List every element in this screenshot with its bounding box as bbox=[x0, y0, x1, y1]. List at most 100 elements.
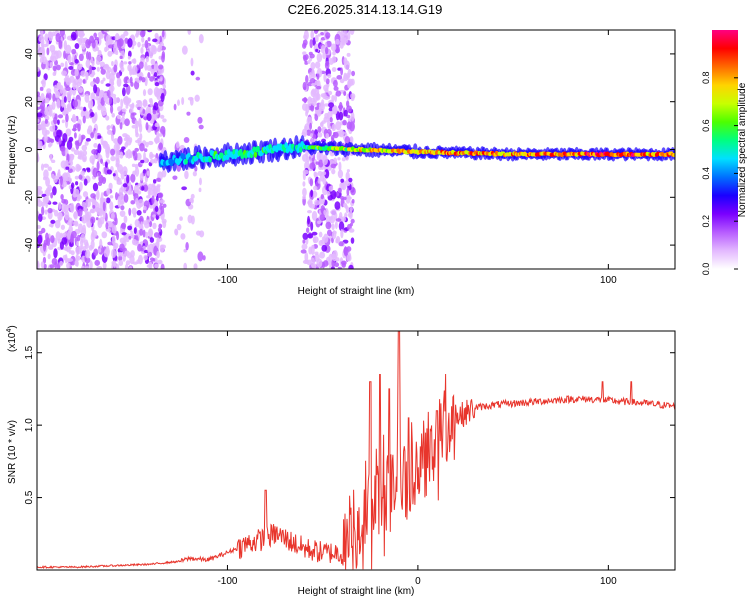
noise-speckle bbox=[64, 210, 70, 221]
noise-speckle bbox=[125, 139, 132, 146]
track-core bbox=[253, 151, 258, 158]
noise-speckle bbox=[317, 177, 321, 184]
noise-speckle bbox=[41, 43, 45, 54]
noise-speckle bbox=[307, 60, 311, 64]
noise-speckle bbox=[60, 97, 65, 108]
noise-speckle bbox=[110, 212, 115, 220]
noise-speckle bbox=[129, 76, 133, 84]
noise-speckle bbox=[131, 238, 137, 246]
noise-speckle bbox=[144, 61, 148, 71]
noise-speckle bbox=[131, 124, 137, 129]
noise-speckle bbox=[61, 119, 65, 124]
noise-speckle bbox=[65, 113, 69, 123]
noise-speckle bbox=[140, 159, 145, 164]
noise-speckle bbox=[343, 91, 347, 96]
noise-speckle bbox=[107, 124, 111, 130]
noise-speckle bbox=[308, 51, 313, 56]
noise-speckle bbox=[106, 188, 111, 196]
noise-speckle bbox=[324, 168, 330, 179]
noise-speckle bbox=[96, 161, 100, 171]
noise-speckle bbox=[125, 238, 130, 243]
noise-speckle bbox=[135, 132, 139, 138]
noise-speckle bbox=[307, 210, 312, 214]
noise-speckle bbox=[123, 193, 129, 203]
noise-speckle bbox=[198, 34, 204, 44]
noise-speckle bbox=[150, 64, 155, 69]
noise-speckle bbox=[338, 221, 345, 232]
noise-speckle bbox=[97, 170, 101, 177]
noise-speckle bbox=[114, 192, 119, 201]
snr-y-ticks: 0.5 1.0 1.5 bbox=[24, 345, 675, 505]
noise-speckle bbox=[84, 141, 89, 146]
noise-speckle bbox=[349, 30, 355, 35]
noise-speckle bbox=[116, 77, 122, 88]
noise-speckle bbox=[66, 104, 70, 111]
noise-speckle bbox=[343, 202, 348, 208]
noise-speckle bbox=[73, 221, 77, 226]
noise-speckle bbox=[125, 84, 131, 95]
noise-speckle bbox=[91, 60, 95, 67]
noise-speckle bbox=[117, 197, 121, 208]
noise-speckle bbox=[127, 50, 132, 58]
noise-speckle bbox=[66, 230, 72, 240]
snr-y-axis-label: SNR (10 * v/v) bbox=[7, 420, 18, 484]
noise-speckle bbox=[157, 185, 161, 193]
track-core bbox=[284, 142, 288, 149]
noise-speckle bbox=[334, 262, 340, 268]
noise-speckle bbox=[307, 198, 313, 208]
noise-speckle bbox=[68, 249, 72, 254]
noise-speckle bbox=[325, 35, 330, 39]
noise-speckle bbox=[122, 166, 128, 176]
noise-speckle bbox=[107, 50, 113, 57]
noise-speckle bbox=[72, 80, 77, 90]
colorbar-tick-label: 0.0 bbox=[701, 263, 711, 276]
noise-speckle bbox=[141, 43, 145, 48]
y-tick-label: 0 bbox=[24, 146, 35, 152]
noise-speckle bbox=[138, 61, 144, 69]
noise-speckle bbox=[44, 97, 50, 104]
noise-speckle bbox=[71, 48, 77, 55]
noise-speckle bbox=[160, 125, 166, 135]
noise-speckle bbox=[340, 178, 345, 183]
noise-speckle bbox=[124, 118, 130, 127]
spectrogram-x-ticks: -100 100 bbox=[217, 30, 617, 286]
noise-speckle bbox=[154, 139, 161, 144]
noise-speckle bbox=[52, 71, 57, 76]
track-core bbox=[208, 156, 212, 163]
noise-speckle bbox=[309, 39, 313, 49]
noise-speckle bbox=[89, 64, 93, 75]
noise-speckle bbox=[110, 104, 114, 114]
noise-speckle bbox=[348, 264, 354, 269]
noise-speckle bbox=[350, 218, 355, 224]
noise-speckle bbox=[94, 130, 98, 141]
noise-speckle bbox=[133, 227, 137, 234]
noise-speckle bbox=[113, 138, 119, 145]
noise-speckle bbox=[109, 195, 114, 199]
noise-speckle bbox=[320, 45, 326, 54]
noise-speckle bbox=[340, 196, 345, 201]
y-tick-label: -40 bbox=[24, 237, 35, 252]
noise-speckle bbox=[55, 231, 61, 241]
noise-speckle bbox=[120, 34, 126, 39]
noise-speckle bbox=[40, 261, 45, 269]
noise-speckle bbox=[110, 155, 116, 162]
noise-speckle bbox=[139, 133, 143, 140]
noise-speckle bbox=[329, 117, 333, 123]
track-core bbox=[184, 158, 188, 165]
noise-speckle bbox=[325, 78, 330, 85]
noise-speckle bbox=[346, 169, 350, 173]
noise-speckle bbox=[193, 263, 198, 269]
noise-speckle bbox=[341, 216, 346, 222]
noise-speckle bbox=[68, 217, 73, 227]
noise-speckle bbox=[121, 108, 127, 113]
noise-speckle bbox=[61, 203, 67, 213]
noise-speckle bbox=[73, 211, 78, 220]
noise-speckle bbox=[136, 210, 142, 216]
noise-speckle bbox=[307, 215, 310, 225]
noise-speckle bbox=[334, 220, 338, 230]
noise-speckle bbox=[137, 243, 143, 252]
y-tick-label: 20 bbox=[24, 96, 35, 108]
noise-speckle bbox=[321, 261, 326, 269]
noise-speckle bbox=[333, 79, 338, 88]
